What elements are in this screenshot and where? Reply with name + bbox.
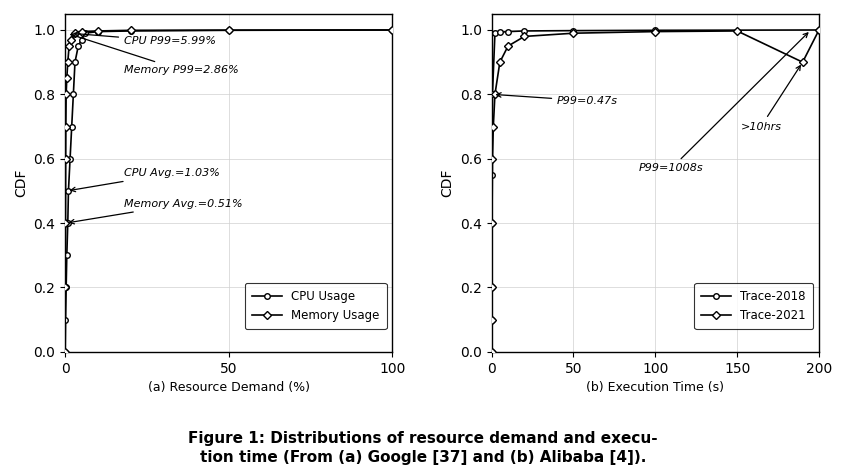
CPU Usage bbox=[387, 27, 398, 33]
CPU Usage bbox=[223, 28, 233, 33]
Trace-2018 bbox=[651, 28, 661, 33]
Line: CPU Usage: CPU Usage bbox=[63, 27, 395, 355]
Y-axis label: CDF: CDF bbox=[14, 169, 28, 197]
Text: P99=1008s: P99=1008s bbox=[639, 33, 808, 174]
CPU Usage bbox=[125, 28, 135, 34]
Trace-2021 bbox=[486, 285, 497, 290]
Text: CPU P99=5.99%: CPU P99=5.99% bbox=[74, 32, 216, 46]
Memory Usage bbox=[63, 60, 73, 65]
Memory Usage bbox=[61, 156, 71, 161]
Memory Usage bbox=[223, 27, 233, 33]
Text: CPU Avg.=1.03%: CPU Avg.=1.03% bbox=[71, 168, 220, 192]
Trace-2021 bbox=[798, 60, 808, 65]
Legend: Trace-2018, Trace-2021: Trace-2018, Trace-2021 bbox=[695, 283, 813, 329]
CPU Usage bbox=[60, 317, 70, 323]
Trace-2021 bbox=[486, 317, 497, 323]
Text: Memory Avg.=0.51%: Memory Avg.=0.51% bbox=[69, 199, 243, 224]
Trace-2021 bbox=[487, 156, 497, 161]
Trace-2018 bbox=[503, 29, 514, 34]
Text: >10hrs: >10hrs bbox=[740, 66, 800, 131]
Trace-2018 bbox=[487, 172, 497, 178]
Trace-2018 bbox=[519, 28, 530, 34]
CPU Usage bbox=[60, 349, 70, 355]
Trace-2018 bbox=[487, 124, 497, 129]
Memory Usage bbox=[61, 91, 71, 97]
Trace-2021 bbox=[732, 28, 742, 34]
Memory Usage bbox=[125, 28, 135, 33]
Trace-2018 bbox=[495, 30, 505, 35]
CPU Usage bbox=[69, 91, 79, 97]
Trace-2018 bbox=[486, 220, 497, 226]
Text: Memory P99=2.86%: Memory P99=2.86% bbox=[71, 34, 239, 75]
Legend: CPU Usage, Memory Usage: CPU Usage, Memory Usage bbox=[245, 283, 387, 329]
Trace-2018 bbox=[486, 285, 497, 290]
Trace-2018 bbox=[569, 28, 579, 33]
Trace-2018 bbox=[814, 27, 824, 33]
Memory Usage bbox=[60, 349, 70, 355]
Trace-2021 bbox=[495, 60, 505, 65]
Trace-2021 bbox=[503, 43, 514, 49]
Y-axis label: CDF: CDF bbox=[441, 169, 454, 197]
X-axis label: (b) Execution Time (s): (b) Execution Time (s) bbox=[586, 381, 724, 394]
CPU Usage bbox=[67, 124, 77, 129]
CPU Usage bbox=[93, 29, 103, 34]
Text: Figure 1: Distributions of resource demand and execu-: Figure 1: Distributions of resource dema… bbox=[188, 431, 658, 446]
Memory Usage bbox=[387, 27, 398, 33]
CPU Usage bbox=[76, 37, 86, 43]
Trace-2021 bbox=[569, 30, 579, 36]
CPU Usage bbox=[65, 156, 75, 161]
Trace-2018 bbox=[486, 349, 497, 355]
Line: Trace-2021: Trace-2021 bbox=[489, 27, 821, 355]
Trace-2021 bbox=[651, 29, 661, 34]
Line: Trace-2018: Trace-2018 bbox=[489, 27, 821, 355]
Memory Usage bbox=[76, 29, 86, 34]
Text: P99=0.47s: P99=0.47s bbox=[497, 93, 618, 106]
CPU Usage bbox=[63, 220, 73, 226]
Memory Usage bbox=[64, 43, 74, 49]
Trace-2021 bbox=[487, 220, 497, 226]
CPU Usage bbox=[74, 43, 84, 49]
Trace-2021 bbox=[490, 91, 500, 97]
Trace-2021 bbox=[488, 124, 498, 129]
Memory Usage bbox=[66, 37, 76, 43]
CPU Usage bbox=[70, 60, 80, 65]
Trace-2018 bbox=[486, 317, 497, 323]
Memory Usage bbox=[62, 76, 72, 81]
Line: Memory Usage: Memory Usage bbox=[63, 27, 395, 355]
Memory Usage bbox=[61, 124, 71, 129]
Memory Usage bbox=[93, 28, 103, 34]
CPU Usage bbox=[61, 285, 71, 290]
CPU Usage bbox=[62, 252, 72, 258]
Trace-2021 bbox=[814, 27, 824, 33]
Trace-2021 bbox=[486, 349, 497, 355]
Memory Usage bbox=[60, 285, 70, 290]
Text: tion time (From (a) Google [37] and (b) Alibaba [4]).: tion time (From (a) Google [37] and (b) … bbox=[200, 450, 646, 465]
CPU Usage bbox=[63, 188, 74, 194]
Memory Usage bbox=[60, 220, 70, 226]
Trace-2018 bbox=[487, 91, 497, 97]
CPU Usage bbox=[80, 30, 90, 36]
X-axis label: (a) Resource Demand (%): (a) Resource Demand (%) bbox=[148, 381, 310, 394]
Memory Usage bbox=[69, 30, 80, 36]
Trace-2018 bbox=[490, 30, 500, 36]
Trace-2021 bbox=[519, 34, 530, 39]
